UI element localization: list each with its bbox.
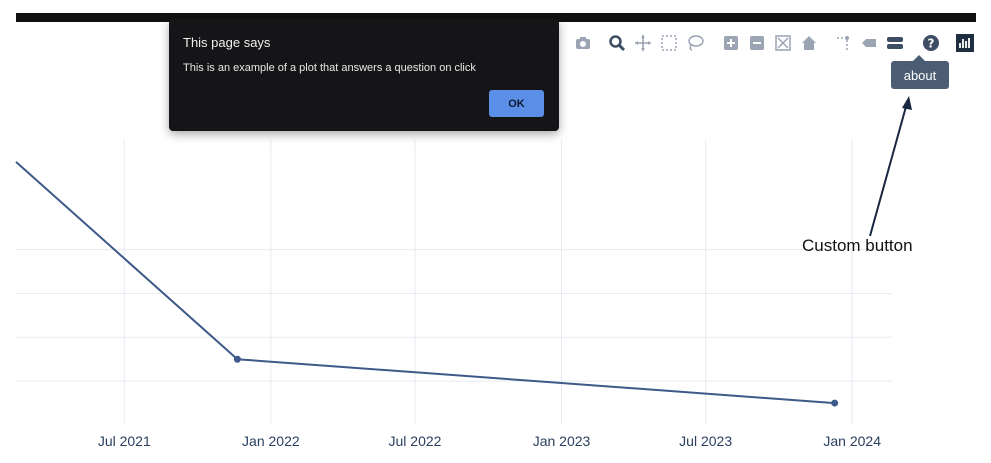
dialog-title: This page says [183,35,271,50]
series-line [15,161,835,405]
pan-icon[interactable] [632,32,654,54]
camera-icon[interactable] [572,32,594,54]
x-tick-label: Jan 2024 [823,433,881,449]
x-tick-label: Jul 2023 [679,433,732,449]
x-tick-label: Jul 2021 [98,433,151,449]
x-tick-label: Jul 2022 [389,433,442,449]
gridlines [16,140,892,425]
about-icon[interactable]: ? [920,32,942,54]
spike-lines-icon[interactable] [832,32,854,54]
alert-dialog: This page says This is an example of a p… [169,19,559,131]
ok-button[interactable]: OK [489,90,544,117]
zoom-icon[interactable] [606,32,628,54]
zoom-in-icon[interactable] [720,32,742,54]
dialog-message: This is an example of a plot that answer… [183,62,476,74]
home-icon[interactable] [798,32,820,54]
box-select-icon[interactable] [658,32,680,54]
annotation-arrow [869,96,912,237]
plotly-logo-icon[interactable] [954,32,976,54]
line-series [15,161,839,407]
data-point[interactable] [233,355,241,363]
autoscale-icon[interactable] [772,32,794,54]
lasso-select-icon[interactable] [684,32,706,54]
x-tick-label: Jan 2023 [533,433,591,449]
data-point[interactable] [831,399,839,407]
hover-closest-icon[interactable] [858,32,880,54]
svg-text:?: ? [928,37,935,51]
browser-top-bar [16,13,976,22]
hover-compare-icon[interactable] [884,32,906,54]
custom-button-annotation: Custom button [802,236,913,255]
x-axis-ticks: Jul 2021 Jan 2022 Jul 2022 Jan 2023 Jul 2023… [98,433,881,449]
about-tooltip: about [891,55,949,89]
zoom-out-icon[interactable] [746,32,768,54]
x-tick-label: Jan 2022 [242,433,300,449]
